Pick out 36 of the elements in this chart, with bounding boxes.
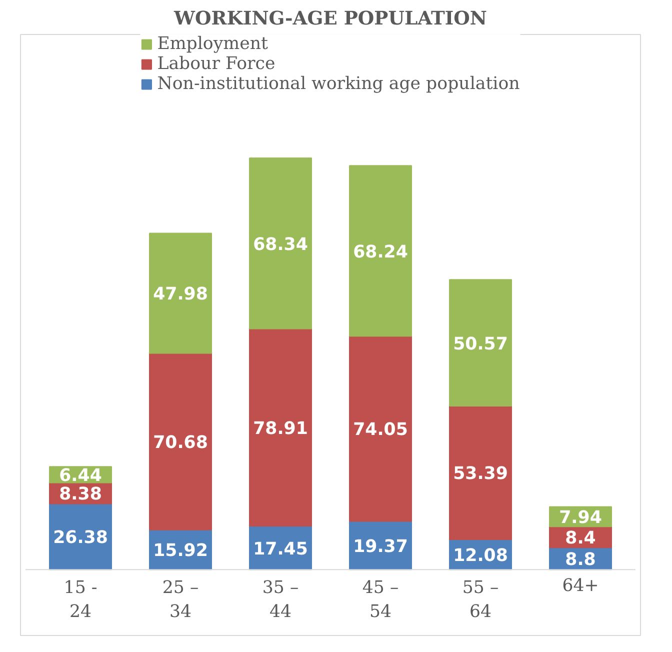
x-tick-label: 55 – 64 — [462, 578, 499, 622]
bar — [449, 279, 512, 407]
bar — [149, 232, 212, 354]
data-label: 50.57 — [453, 334, 508, 354]
bar — [249, 157, 312, 330]
data-label: 74.05 — [353, 420, 408, 440]
data-label: 47.98 — [153, 284, 208, 305]
data-label: 70.68 — [153, 433, 208, 454]
data-label: 6.44 — [59, 466, 102, 486]
data-label: 78.91 — [253, 418, 308, 439]
bar — [349, 336, 412, 522]
x-tick-label: 45 – 54 — [362, 578, 399, 622]
bar — [249, 328, 312, 527]
x-tick-label: 35 – 44 — [262, 578, 299, 622]
data-label: 8.4 — [565, 528, 596, 549]
data-label: 19.37 — [353, 536, 408, 557]
data-label: 7.94 — [559, 508, 602, 528]
bar — [149, 352, 212, 530]
data-label: 12.08 — [453, 546, 508, 566]
data-label: 8.8 — [565, 550, 596, 570]
legend-label: Employment — [157, 34, 268, 54]
data-label: 26.38 — [53, 528, 108, 548]
chart-title: WORKING-AGE POPULATION — [173, 8, 487, 30]
data-label: 68.24 — [353, 242, 408, 262]
data-label: 68.34 — [253, 234, 308, 255]
x-tick-label: 15 - 24 — [64, 578, 98, 622]
bar — [349, 165, 412, 337]
legend-label: Labour Force — [157, 54, 276, 74]
data-label: 8.38 — [59, 484, 102, 505]
legend-label: Non-institutional working age population — [157, 74, 520, 94]
data-label: 53.39 — [453, 464, 508, 484]
x-tick-label: 64+ — [562, 576, 599, 596]
data-label: 17.45 — [253, 539, 308, 560]
bar — [449, 406, 512, 540]
data-label: 15.92 — [153, 541, 208, 562]
x-tick-label: 25 – 34 — [162, 578, 199, 622]
